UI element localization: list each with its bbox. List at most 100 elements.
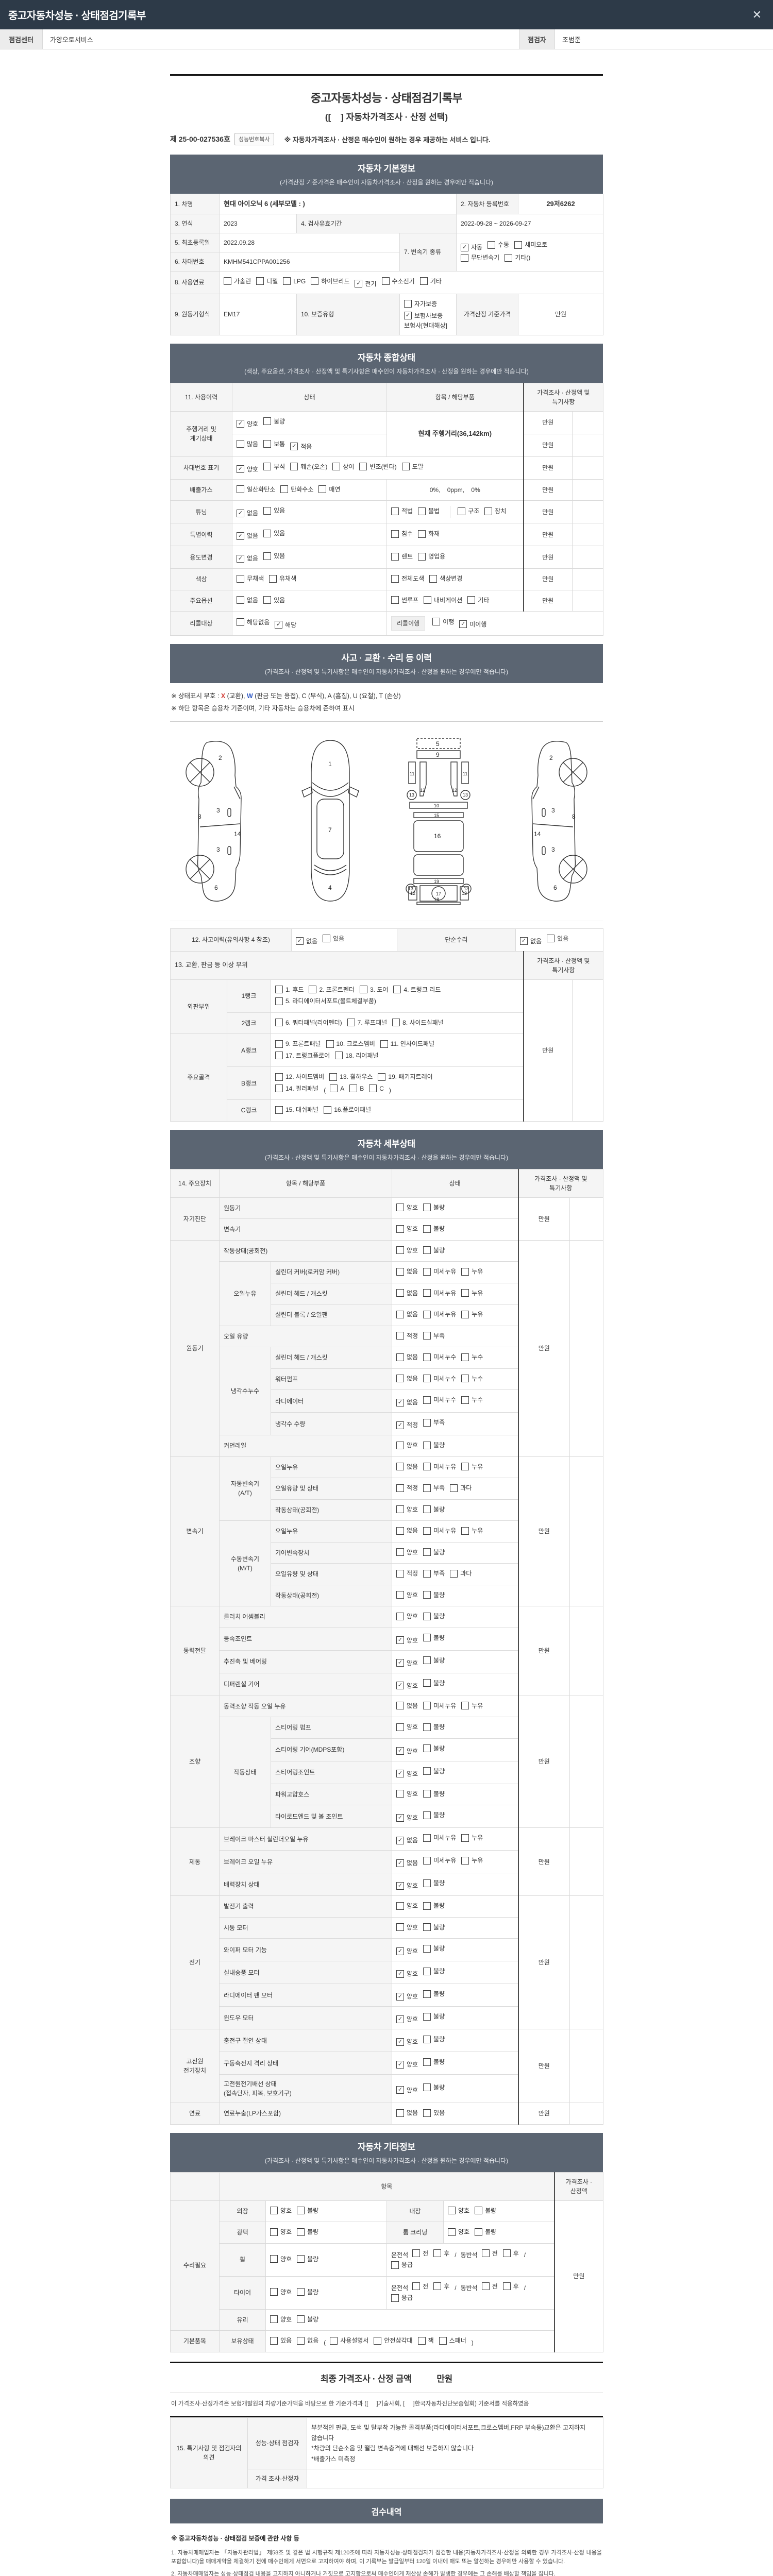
- checkbox-불량[interactable]: 불량: [263, 417, 285, 426]
- checkbox-보험사보증[interactable]: ✓ 보험사보증: [404, 311, 443, 320]
- checkbox-안전삼각대[interactable]: 안전삼각대: [374, 2336, 413, 2345]
- checkbox-불량[interactable]: 불량: [423, 1505, 445, 1514]
- checkbox-기타[interactable]: 기타: [419, 277, 442, 286]
- checkbox-있음[interactable]: 있음: [423, 2108, 445, 2117]
- checkbox-미세누수[interactable]: 미세누수: [423, 1374, 456, 1383]
- checkbox-누수[interactable]: 누수: [461, 1395, 483, 1404]
- checkbox-수소전기[interactable]: 수소전기: [381, 277, 415, 286]
- checkbox-자가보증[interactable]: 자가보증: [404, 299, 437, 309]
- checkbox-미이행[interactable]: ✓ 미이행: [459, 620, 486, 629]
- checkbox-보통[interactable]: 보통: [263, 439, 285, 449]
- checkbox-하이브리드[interactable]: 하이브리드: [311, 277, 349, 286]
- checkbox-불량[interactable]: 불량: [423, 1590, 445, 1600]
- checkbox-양호[interactable]: 양호: [396, 1246, 418, 1255]
- checkbox-없음[interactable]: 없음: [396, 2108, 418, 2117]
- checkbox-영업용[interactable]: 영업용: [418, 552, 445, 561]
- checkbox-불량[interactable]: 불량: [423, 1923, 445, 1932]
- checkbox-후[interactable]: 후: [502, 2282, 519, 2291]
- checkbox-불량[interactable]: 불량: [423, 1612, 445, 1621]
- checkbox-불량[interactable]: 불량: [423, 1878, 445, 1888]
- checkbox-양호[interactable]: 양호: [396, 1722, 418, 1732]
- checkbox-LPG[interactable]: LPG: [283, 277, 306, 286]
- checkbox-누유[interactable]: 누유: [461, 1310, 483, 1319]
- checkbox-미세누유[interactable]: 미세누유: [423, 1526, 456, 1535]
- checkbox-없음[interactable]: ✓ 없음: [396, 1398, 418, 1407]
- checkbox-부족[interactable]: 부족: [423, 1483, 445, 1493]
- checkbox-미세누유[interactable]: 미세누유: [423, 1267, 456, 1276]
- checkbox-9. 프론트패널[interactable]: 9. 프론트패널: [275, 1039, 321, 1048]
- checkbox-8. 사이드실패널[interactable]: 8. 사이드실패널: [392, 1018, 444, 1027]
- copy-performance-number-button[interactable]: 성능번호복사: [234, 133, 274, 145]
- checkbox-불량[interactable]: 불량: [423, 1967, 445, 1976]
- checkbox-2. 프론트펜더[interactable]: 2. 프론트펜더: [309, 985, 355, 994]
- checkbox-10. 크로스멤버[interactable]: 10. 크로스멤버: [326, 1039, 375, 1048]
- checkbox-18. 리어패널[interactable]: 18. 리어패널: [335, 1051, 378, 1060]
- checkbox-B[interactable]: B: [349, 1084, 364, 1093]
- checkbox-양호[interactable]: ✓ 양호: [396, 1658, 418, 1668]
- checkbox-불량[interactable]: 불량: [423, 1744, 445, 1753]
- checkbox-후[interactable]: 후: [433, 2282, 449, 2291]
- checkbox-무채색[interactable]: 무채색: [237, 574, 264, 583]
- checkbox-있음[interactable]: 있음: [270, 2336, 292, 2345]
- checkbox-양호[interactable]: ✓ 양호: [396, 2014, 418, 2024]
- checkbox-훼손(오손)[interactable]: 훼손(오손): [290, 462, 327, 471]
- checkbox-16.플로어패널[interactable]: 16.플로어패널: [324, 1105, 371, 1114]
- checkbox-부족[interactable]: 부족: [423, 1331, 445, 1341]
- checkbox-무단변속기[interactable]: 무단변속기: [461, 253, 499, 262]
- checkbox-불량[interactable]: 불량: [423, 2057, 445, 2066]
- checkbox-불량[interactable]: 불량: [423, 2035, 445, 2044]
- checkbox-누유[interactable]: 누유: [461, 1856, 483, 1865]
- checkbox-변조(변타)[interactable]: 변조(변타): [359, 462, 397, 471]
- checkbox-불량[interactable]: 불량: [423, 1656, 445, 1665]
- checkbox-매연[interactable]: 매연: [318, 485, 340, 494]
- checkbox-미세누유[interactable]: 미세누유: [423, 1856, 456, 1865]
- checkbox-장치[interactable]: 장치: [484, 506, 506, 516]
- checkbox-불량[interactable]: 불량: [297, 2287, 318, 2297]
- checkbox-부족[interactable]: 부족: [423, 1569, 445, 1578]
- checkbox-전[interactable]: 전: [481, 2282, 498, 2291]
- checkbox-기타()[interactable]: 기타(): [505, 253, 530, 262]
- checkbox-있음[interactable]: 있음: [263, 596, 285, 605]
- checkbox-양호[interactable]: 양호: [396, 1440, 418, 1450]
- checkbox-5. 라디에이터서포트(볼트체결부품)[interactable]: 5. 라디에이터서포트(볼트체결부품): [275, 996, 376, 1006]
- checkbox-없음[interactable]: 없음: [237, 596, 258, 605]
- car-diagram-side-right[interactable]: 2 3 8 14 3 6: [502, 735, 600, 905]
- checkbox-없음[interactable]: ✓ 없음: [396, 1836, 418, 1845]
- checkbox-많음[interactable]: 많음: [237, 439, 258, 449]
- checkbox-과다[interactable]: 과다: [450, 1569, 472, 1578]
- checkbox-해당[interactable]: ✓ 해당: [275, 620, 296, 630]
- checkbox-양호[interactable]: 양호: [448, 2227, 469, 2236]
- checkbox-불량[interactable]: 불량: [423, 1901, 445, 1910]
- checkbox-양호[interactable]: 양호: [270, 2206, 292, 2215]
- checkbox-없음[interactable]: 없음: [396, 1462, 418, 1471]
- checkbox-없음[interactable]: ✓ 없음: [520, 937, 542, 946]
- checkbox-화재[interactable]: 화재: [418, 529, 440, 538]
- checkbox-양호[interactable]: ✓ 양호: [396, 1681, 418, 1690]
- checkbox-양호[interactable]: ✓ 양호: [396, 1969, 418, 1978]
- checkbox-있음[interactable]: 있음: [263, 529, 285, 538]
- checkbox-양호[interactable]: ✓ 양호: [237, 419, 258, 429]
- checkbox-누유[interactable]: 누유: [461, 1289, 483, 1298]
- checkbox-불량[interactable]: 불량: [423, 1548, 445, 1557]
- checkbox-불량[interactable]: 불량: [297, 2315, 318, 2324]
- checkbox-과다[interactable]: 과다: [450, 1483, 472, 1493]
- checkbox-전[interactable]: 전: [412, 2282, 428, 2291]
- checkbox-6. 쿼터패널(리어펜더)[interactable]: 6. 쿼터패널(리어펜더): [275, 1018, 342, 1027]
- checkbox-양호[interactable]: 양호: [448, 2206, 469, 2215]
- checkbox-기타[interactable]: 기타: [467, 596, 489, 605]
- checkbox-A[interactable]: A: [330, 1084, 344, 1093]
- checkbox-불량[interactable]: 불량: [423, 2012, 445, 2021]
- checkbox-13. 휠하우스[interactable]: 13. 휠하우스: [329, 1072, 373, 1081]
- checkbox-양호[interactable]: 양호: [396, 1789, 418, 1799]
- checkbox-있음[interactable]: 있음: [263, 551, 285, 561]
- checkbox-미세누수[interactable]: 미세누수: [423, 1395, 456, 1404]
- checkbox-자동[interactable]: ✓ 자동: [461, 243, 482, 252]
- checkbox-불량[interactable]: 불량: [423, 2083, 445, 2092]
- checkbox-적정[interactable]: ✓ 적정: [396, 1420, 418, 1430]
- checkbox-미세누유[interactable]: 미세누유: [423, 1701, 456, 1710]
- checkbox-후[interactable]: 후: [502, 2249, 519, 2258]
- checkbox-불량[interactable]: 불량: [423, 1722, 445, 1732]
- checkbox-19. 패키지트레이[interactable]: 19. 패키지트레이: [378, 1072, 433, 1081]
- checkbox-양호[interactable]: ✓ 양호: [396, 1747, 418, 1756]
- checkbox-누유[interactable]: 누유: [461, 1267, 483, 1276]
